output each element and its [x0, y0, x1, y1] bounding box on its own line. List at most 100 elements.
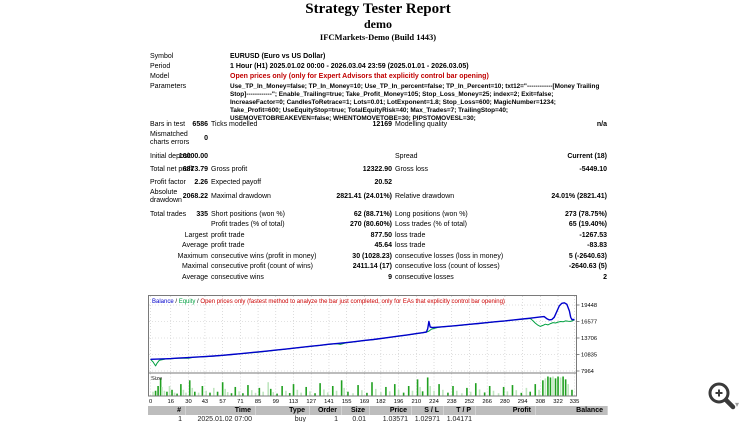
- size-bar: [461, 393, 463, 396]
- size-bar: [352, 393, 354, 396]
- trade-table-header-cell: Balance: [536, 406, 608, 415]
- chart-svg: 19448 16577 13706 10835 7964 0 16 30 43 57 71 85 99 1…: [148, 295, 597, 405]
- main-plot-frame: [148, 295, 577, 374]
- size-bar: [474, 383, 477, 396]
- stats-cell: Short positions (won %): [211, 210, 285, 218]
- size-bar: [182, 389, 185, 396]
- trade-table-cell: 0.01: [352, 416, 366, 422]
- trade-table-header-cell: #: [148, 406, 186, 415]
- size-bar: [511, 385, 514, 396]
- x-tick-label: 127: [306, 399, 316, 405]
- balance-equity-chart: 19448 16577 13706 10835 7964 0 16 30 43 57 71 85 99 1…: [148, 295, 608, 405]
- stats-row: Total net profit 6873.79 Gross profit 12322…: [150, 162, 607, 178]
- size-bar: [357, 385, 359, 396]
- trade-table-header-cell: Price: [370, 406, 412, 415]
- size-bar: [343, 387, 345, 396]
- equity-line: [150, 318, 575, 367]
- size-bar: [549, 377, 552, 396]
- scroll-down-arrow[interactable]: ▾: [735, 400, 740, 409]
- stats-cell: Average: [182, 242, 208, 250]
- stats-cell: 6873.79: [182, 166, 208, 173]
- statistics-table: Bars in test 6586 Ticks modelled 12169 Model…: [150, 120, 607, 288]
- size-bar: [267, 382, 270, 396]
- size-bar: [250, 390, 253, 396]
- stats-row: Average consecutive wins 9 consecutive loss…: [150, 273, 607, 284]
- size-bar: [238, 391, 240, 396]
- size-bar: [419, 386, 421, 396]
- stats-cell: Maximal drawdown: [211, 192, 271, 200]
- size-bar: [554, 378, 557, 396]
- size-bar: [331, 386, 334, 396]
- stats-cell: [364, 152, 392, 163]
- zoom-in-button[interactable]: [706, 380, 738, 412]
- size-bar: [159, 378, 162, 396]
- x-tick-label: 43: [202, 399, 208, 405]
- size-bar: [154, 390, 157, 396]
- info-row: Model Open prices only (only for Expert A…: [150, 72, 608, 82]
- size-bar: [205, 390, 207, 396]
- trade-table-cell: 1.03571: [382, 416, 408, 422]
- size-bar: [371, 382, 373, 396]
- size-bar: [385, 386, 387, 396]
- stats-cell: 5 (-2640.63): [568, 252, 607, 260]
- trade-table-header-cell: Time: [186, 406, 256, 415]
- size-bar: [300, 392, 302, 396]
- x-tick-label: 141: [324, 399, 334, 405]
- info-value: EURUSD (Euro vs US Dollar): [230, 53, 326, 60]
- size-bar: [180, 384, 182, 396]
- trade-table-cell: buy: [294, 416, 306, 422]
- size-bar: [429, 386, 432, 396]
- size-bar: [292, 384, 295, 396]
- trade-table-cell: 2025.01.02 07:00: [197, 416, 253, 422]
- info-row: Parameters Use_TP_In_Money=false; TP_In_M…: [150, 82, 608, 123]
- stats-cell: Profit factor: [150, 179, 186, 187]
- stats-cell: 273 (78.75%): [564, 210, 607, 218]
- server-build: IFCMarkets-Demo (Build 1443): [319, 32, 437, 42]
- stats-cell: Current (18): [567, 152, 607, 160]
- stats-cell: 0: [204, 134, 208, 142]
- trade-table-cell: [476, 415, 536, 422]
- size-bar: [173, 392, 176, 396]
- legend-item: Open prices only (fastest method to anal…: [200, 299, 505, 305]
- y-tick-label: 16577: [581, 320, 597, 326]
- stats-cell: Expected payoff: [211, 179, 262, 187]
- stats-cell: 6586: [192, 121, 208, 129]
- size-bar: [361, 390, 363, 396]
- stats-cell: consecutive losses (loss in money): [395, 252, 504, 260]
- stats-cell: Ticks modelled: [211, 121, 258, 129]
- trade-table-header-cell: Size: [342, 406, 370, 415]
- x-tick-label: 280: [500, 399, 510, 405]
- size-bar: [254, 392, 257, 396]
- size-bar: [163, 390, 166, 396]
- size-bar: [426, 377, 429, 396]
- stats-cell: Total net profit: [150, 166, 194, 173]
- size-bar: [421, 391, 424, 396]
- size-bar: [497, 393, 500, 396]
- x-tick-label: 182: [376, 399, 386, 405]
- size-bar: [402, 392, 405, 396]
- stats-cell: 877.50: [370, 231, 392, 239]
- size-bar: [276, 393, 278, 396]
- size-bar: [319, 383, 321, 396]
- x-tick-label: 196: [394, 399, 404, 405]
- size-bar: [305, 386, 307, 396]
- size-bar: [188, 380, 191, 396]
- info-label: Model: [150, 73, 170, 80]
- stats-cell: 9: [388, 273, 392, 281]
- stats-cell: 335: [196, 210, 208, 218]
- stats-cell: loss trade: [395, 231, 426, 239]
- stats-cell: Loss trades (% of total): [395, 221, 467, 229]
- stats-cell: Spread: [395, 152, 418, 160]
- size-bar: [544, 378, 547, 396]
- size-bar: [269, 388, 272, 396]
- y-tick-label: 13706: [581, 336, 597, 342]
- stats-cell: 2068.22: [182, 192, 208, 200]
- legend-separator: /: [195, 299, 200, 305]
- size-bar: [552, 376, 554, 396]
- size-bar: [567, 384, 569, 396]
- y-axis-labels: 19448 16577 13706 10835 7964: [576, 303, 597, 375]
- size-bar: [466, 387, 468, 396]
- info-value: 1 Hour (H1) 2025.01.02 00:00 - 2026.03.0…: [230, 63, 469, 70]
